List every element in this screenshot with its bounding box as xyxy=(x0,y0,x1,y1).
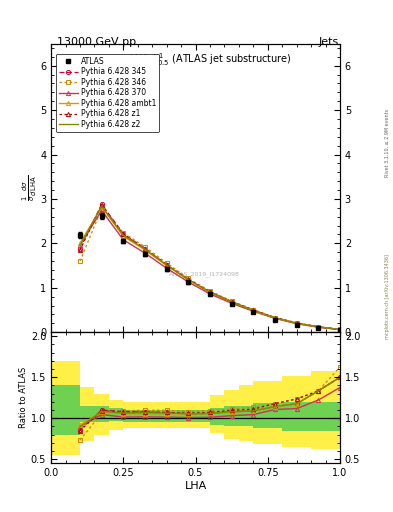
Text: Rivet 3.1.10, ≥ 2.9M events: Rivet 3.1.10, ≥ 2.9M events xyxy=(385,109,390,178)
X-axis label: LHA: LHA xyxy=(184,481,207,491)
Text: mcplots.cern.ch [arXiv:1306.3436]: mcplots.cern.ch [arXiv:1306.3436] xyxy=(385,254,390,339)
Y-axis label: Ratio to ATLAS: Ratio to ATLAS xyxy=(19,367,28,429)
Legend: ATLAS, Pythia 6.428 345, Pythia 6.428 346, Pythia 6.428 370, Pythia 6.428 ambt1,: ATLAS, Pythia 6.428 345, Pythia 6.428 34… xyxy=(55,54,159,132)
Text: Jets: Jets xyxy=(318,37,339,47)
Text: ATLAS_2019_I1724098: ATLAS_2019_I1724098 xyxy=(169,271,240,278)
Text: LHA $\lambda^{1}_{0.5}$ (ATLAS jet substructure): LHA $\lambda^{1}_{0.5}$ (ATLAS jet subst… xyxy=(129,51,291,68)
Y-axis label: $\frac{1}{\sigma}\frac{d\sigma}{d\,\mathrm{LHA}}$: $\frac{1}{\sigma}\frac{d\sigma}{d\,\math… xyxy=(20,175,39,201)
Text: 13000 GeV pp: 13000 GeV pp xyxy=(57,37,136,47)
